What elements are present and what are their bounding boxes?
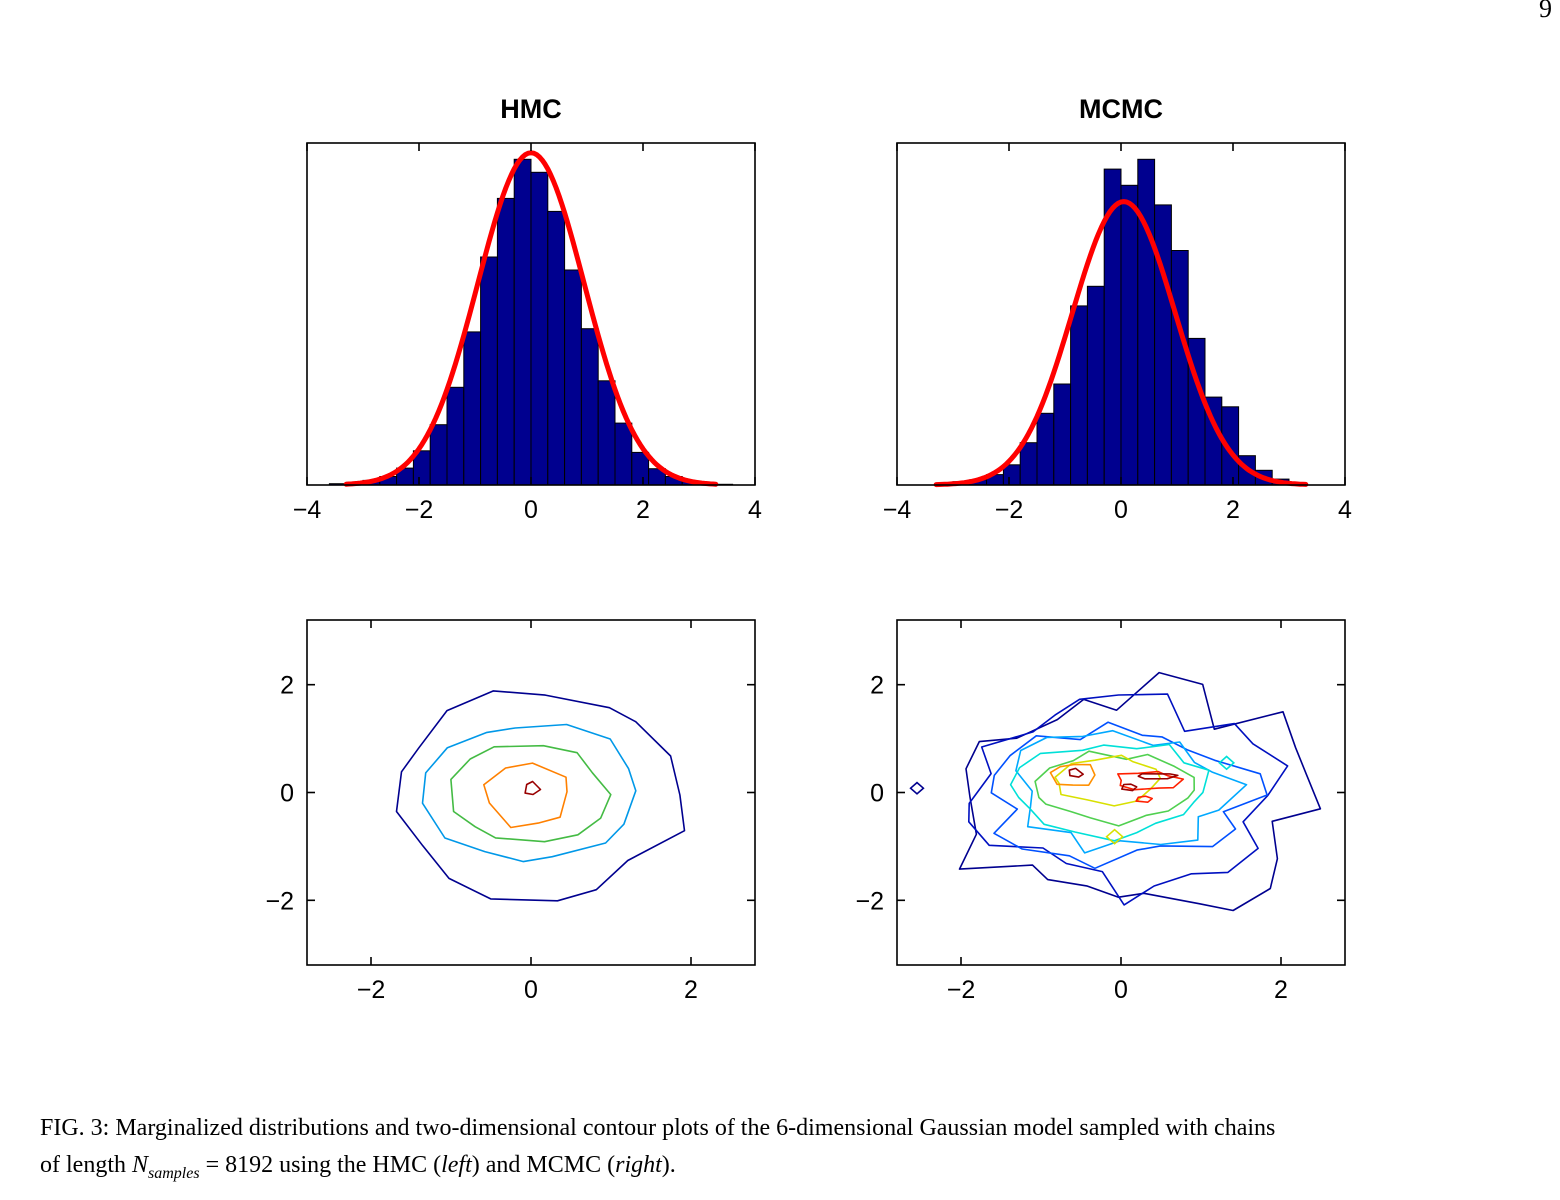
histogram-bar (530, 171, 549, 486)
gaussian-fit-curve (933, 199, 1309, 488)
contour-level (1117, 770, 1185, 791)
histogram-bar (463, 331, 482, 486)
histogram-bar (446, 386, 465, 486)
histogram-bar (580, 328, 599, 486)
caption-left-italic: left (441, 1152, 472, 1178)
y-tick-label: −2 (265, 887, 294, 915)
y-tick-label: 2 (280, 672, 294, 700)
histogram-bar (597, 380, 616, 486)
contour-level (990, 721, 1268, 870)
contour-level (968, 693, 1289, 906)
hmc-histogram-plot: −4 −2 0 2 4 HMC (293, 94, 762, 524)
contour-level (1054, 754, 1162, 807)
histogram-bar (1120, 184, 1139, 486)
x-tick-label: −2 (357, 976, 386, 1004)
contour-level (421, 723, 637, 863)
contour-level (1121, 783, 1138, 792)
histogram-bar (1036, 412, 1055, 486)
contour-level (524, 780, 542, 796)
contour-level (395, 690, 686, 902)
axis-ticks: −2 0 2 −2 0 2 (855, 620, 1345, 1004)
histogram-bar (1053, 383, 1072, 486)
histogram-bars (328, 158, 734, 486)
caption-line-2: of length Nsamples = 8192 using the HMC … (40, 1147, 1275, 1192)
contour-level (1034, 750, 1195, 827)
histogram-bar (1154, 204, 1172, 486)
x-tick-label: 0 (1114, 496, 1128, 524)
contour-level (1068, 767, 1084, 778)
y-tick-label: −2 (855, 887, 884, 915)
y-tick-label: 2 (870, 672, 884, 700)
histogram-bar (631, 451, 650, 486)
caption-right-italic: right (615, 1152, 662, 1178)
page-number: 9 (1539, 0, 1552, 23)
contour-level (483, 762, 568, 829)
caption-figure-label: FIG. 3: (40, 1115, 110, 1141)
x-tick-label: 2 (1274, 976, 1288, 1004)
x-tick-label: 0 (1114, 976, 1128, 1004)
histogram-bar (1019, 442, 1038, 486)
caption-line2-pre: of length (40, 1152, 132, 1178)
histogram-bar (1070, 305, 1088, 486)
contour-level (1009, 743, 1210, 842)
y-tick-label: 0 (280, 780, 294, 808)
histogram-bar (496, 197, 515, 486)
histogram-bar (1137, 158, 1156, 486)
contour-islet (1105, 828, 1124, 845)
axis-ticks: −4 −2 0 2 4 (293, 143, 762, 524)
plot-title: MCMC (1079, 94, 1163, 124)
caption-line2-eq: = 8192 using the HMC ( (199, 1152, 442, 1178)
caption-line-1: FIG. 3: Marginalized distributions and t… (40, 1110, 1275, 1147)
x-tick-label: 2 (636, 496, 650, 524)
mcmc-histogram-plot: −4 −2 0 2 4 MCMC (883, 94, 1352, 524)
histogram-bar (1170, 250, 1189, 486)
axis-ticks: −2 0 2 −2 0 2 (265, 620, 755, 1004)
hmc-contour-plot: −2 0 2 −2 0 2 (265, 619, 756, 1004)
contour-islet (1218, 755, 1236, 771)
mcmc-contour-plot: −2 0 2 −2 0 2 (855, 619, 1346, 1004)
histogram-bar (480, 256, 498, 486)
contour-islet (909, 781, 925, 795)
x-tick-label: −4 (293, 496, 322, 524)
contour-level (1137, 773, 1179, 780)
x-tick-label: −2 (995, 496, 1024, 524)
axis-ticks: −4 −2 0 2 4 (883, 143, 1352, 524)
histogram-bar (614, 422, 633, 486)
x-tick-label: 2 (684, 976, 698, 1004)
x-tick-label: −4 (883, 496, 912, 524)
caption-line2-post: ). (661, 1152, 676, 1178)
y-tick-label: 0 (870, 780, 884, 808)
histogram-bar (429, 424, 448, 486)
contour-lines (395, 690, 686, 902)
caption-line2-mid: ) and MCMC ( (471, 1152, 616, 1178)
x-tick-label: 2 (1226, 496, 1240, 524)
contour-level (1015, 729, 1248, 854)
x-tick-label: 4 (1338, 496, 1352, 524)
contour-level (1135, 795, 1153, 803)
plot-title: HMC (500, 94, 562, 124)
x-tick-label: −2 (405, 496, 434, 524)
contour-level (450, 744, 612, 843)
caption-nsamples-subscript: samples (148, 1164, 200, 1182)
histogram-bar (547, 210, 566, 486)
contour-lines (909, 671, 1322, 912)
gaussian-fit-curve (343, 150, 719, 487)
x-tick-label: 4 (748, 496, 762, 524)
histogram-bars (935, 158, 1307, 486)
axis-box (896, 619, 1346, 966)
histogram-bar (513, 158, 532, 486)
contour-level (958, 671, 1322, 912)
caption-line1-text: Marginalized distributions and two-dimen… (115, 1115, 1276, 1141)
contour-level (1049, 763, 1096, 786)
x-tick-label: 0 (524, 496, 538, 524)
x-tick-label: 0 (524, 976, 538, 1004)
figure-caption: FIG. 3: Marginalized distributions and t… (40, 1110, 1275, 1192)
x-tick-label: −2 (947, 976, 976, 1004)
histogram-bar (564, 269, 582, 486)
histogram-bar (1002, 464, 1021, 486)
axis-box (306, 619, 756, 966)
histogram-bar (1086, 285, 1105, 486)
caption-nsamples-variable: N (131, 1152, 148, 1178)
